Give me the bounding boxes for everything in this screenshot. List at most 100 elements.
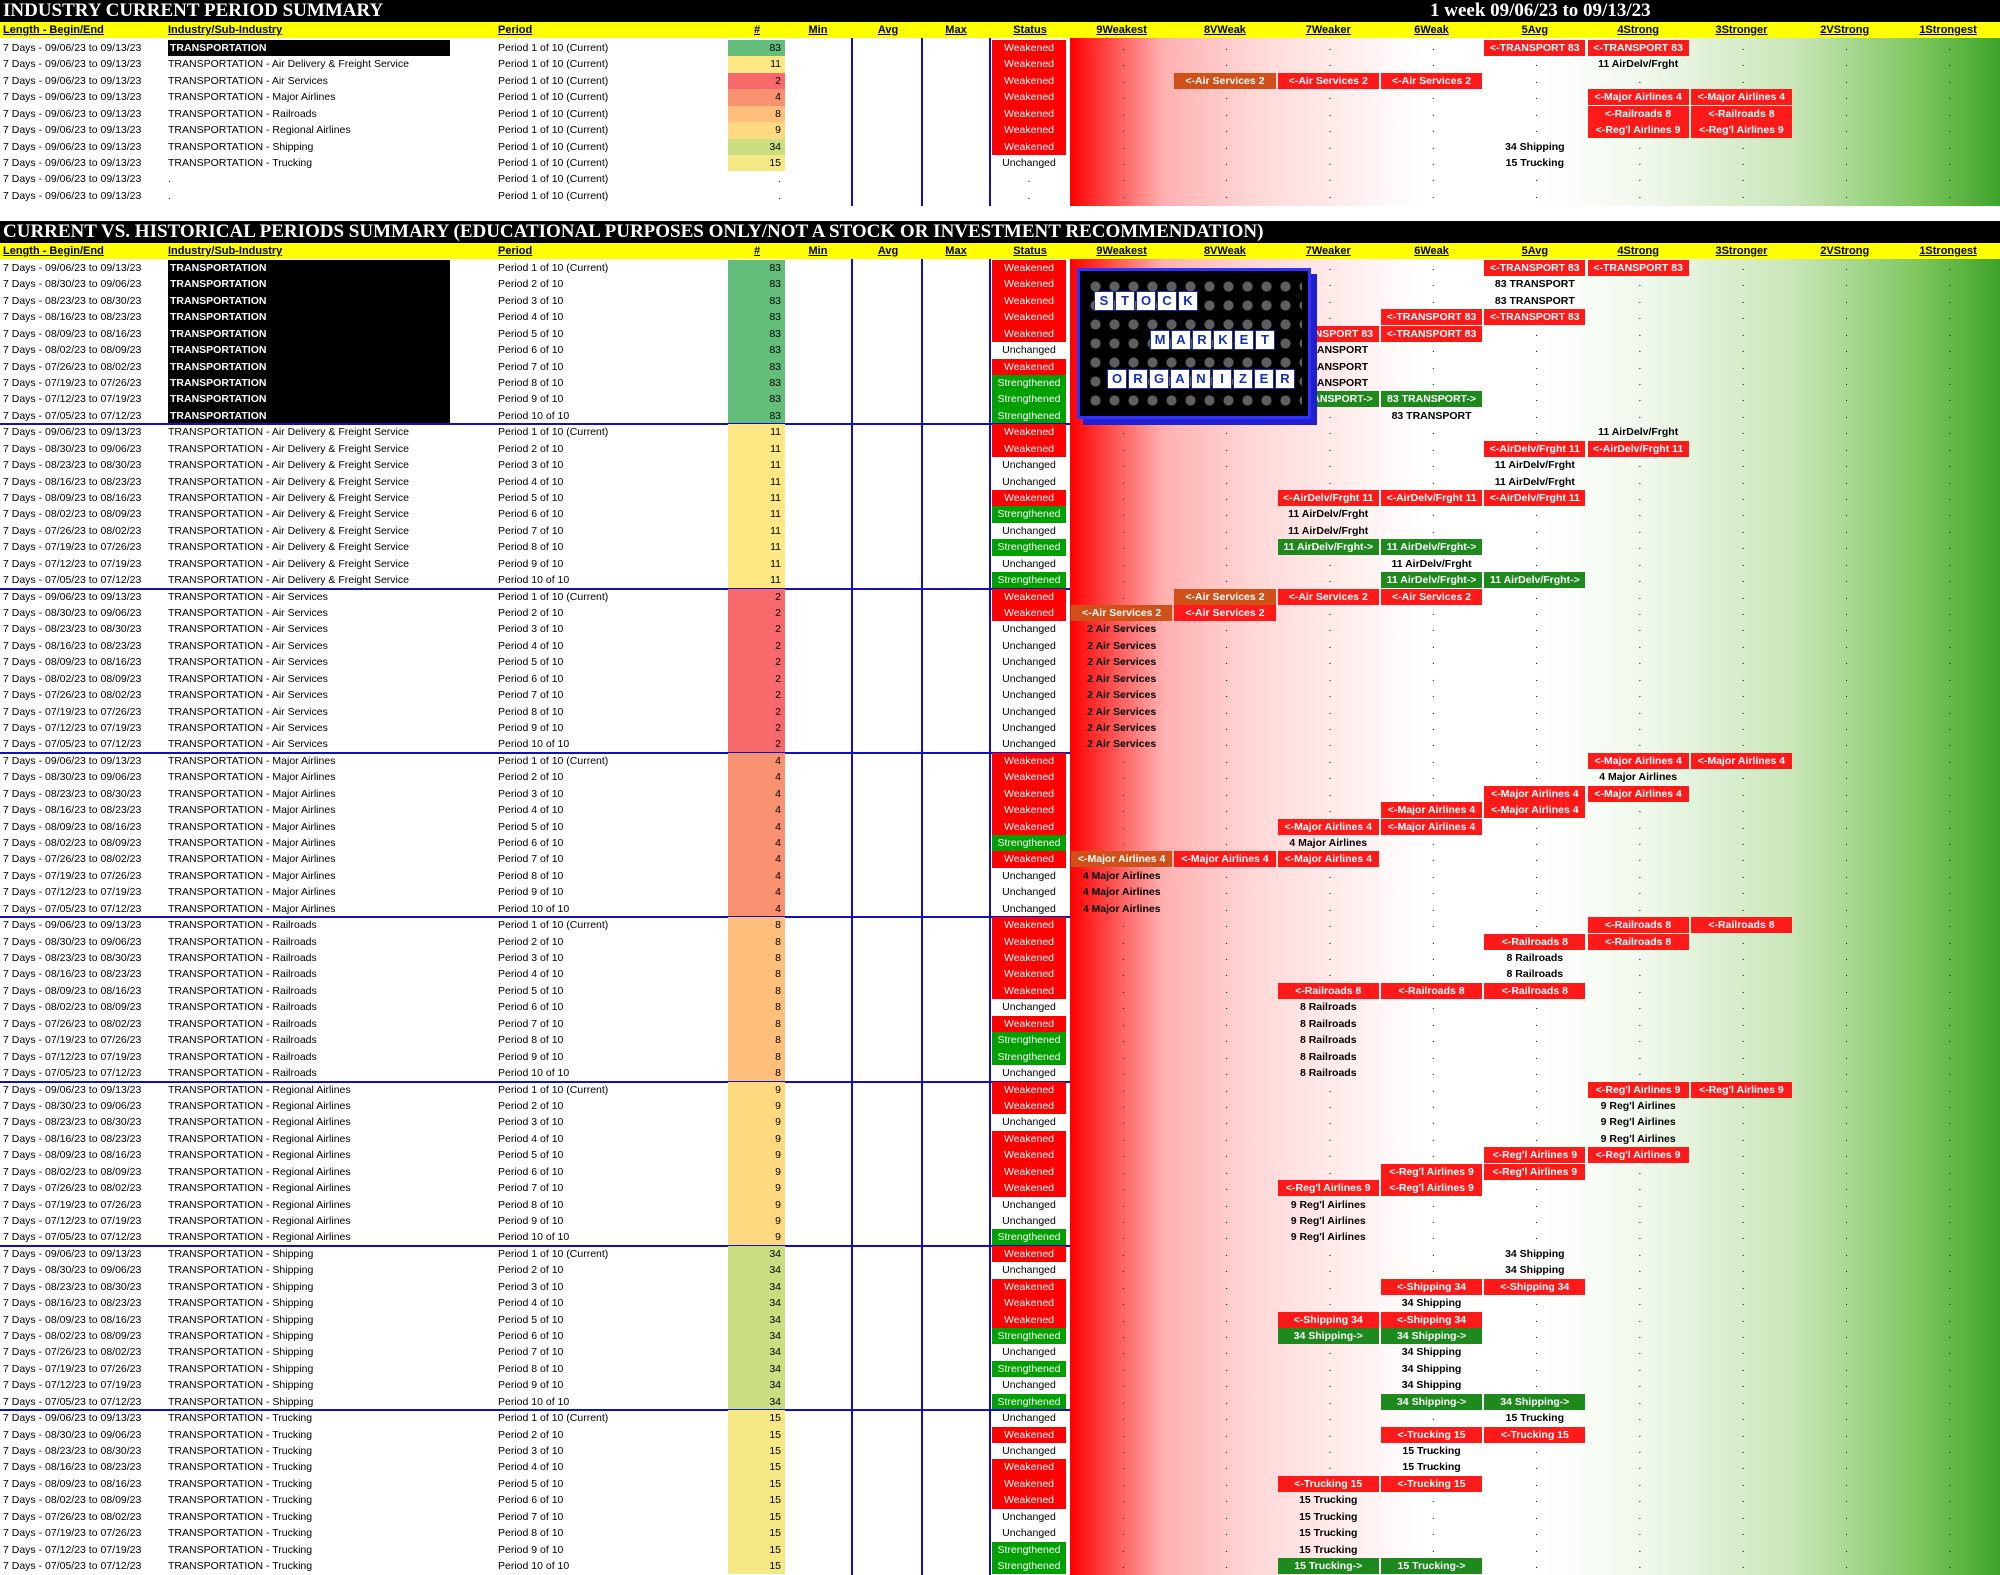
zone-dot: .: [1328, 1494, 1332, 1506]
zone-dot: .: [1741, 672, 1745, 684]
zone-dot: .: [1948, 1559, 1952, 1571]
zone-dot: .: [1225, 1182, 1229, 1194]
zone-dot: .: [1431, 771, 1435, 783]
zone-dot: .: [1638, 377, 1642, 388]
length-begin-end: 7 Days - 09/06/23 to 09/13/23: [3, 140, 142, 153]
zone-dot: .: [1741, 1461, 1745, 1473]
zone-dot: .: [1225, 1379, 1229, 1391]
length-begin-end: 7 Days - 08/30/23 to 09/06/23: [3, 442, 142, 455]
industry-name: TRANSPORTATION - Major Airlines: [168, 853, 336, 866]
period: Period 3 of 10: [498, 294, 564, 307]
zone-dot: .: [1638, 1132, 1642, 1144]
status-badge: Weakened: [992, 818, 1066, 836]
zone-dot: .: [1741, 935, 1745, 947]
length-begin-end: 7 Days - 08/09/23 to 08/16/23: [3, 820, 142, 833]
zone-dot: .: [1328, 1264, 1332, 1276]
zone-dot: .: [1535, 278, 1538, 290]
zone-dot: .: [1535, 771, 1538, 783]
zone-dot: .: [1948, 869, 1952, 881]
count-cell: 9: [728, 1212, 785, 1230]
length-begin-end: 7 Days - 07/12/23 to 07/19/23: [3, 1543, 142, 1556]
zone-dot: .: [1122, 1313, 1125, 1325]
zone-dot: .: [1845, 968, 1848, 980]
count-cell: 4: [728, 851, 785, 868]
period: Period 8 of 10: [498, 1362, 564, 1375]
industry-name: TRANSPORTATION - Air Services: [168, 74, 328, 87]
zone-dot: .: [1845, 672, 1848, 684]
zone-dot: .: [1122, 952, 1125, 964]
zone-dot: .: [1845, 541, 1848, 553]
zone-dot: .: [1845, 327, 1848, 339]
zone-dot: .: [1431, 124, 1435, 136]
table-row: 7 Days - 08/09/23 to 08/16/23 TRANSPORTAT…: [0, 325, 2000, 343]
length-begin-end: 7 Days - 08/30/23 to 09/06/23: [3, 607, 142, 620]
zone-dot: .: [1535, 377, 1538, 388]
zone-dot: .: [1328, 722, 1332, 734]
zone-dot: .: [1328, 1428, 1332, 1440]
zone-dot: .: [1431, 508, 1435, 520]
zone-dot: .: [1741, 1198, 1745, 1210]
zone-dot: .: [1431, 689, 1435, 701]
industry-name: TRANSPORTATION - Air Delivery & Freight …: [168, 475, 409, 488]
zone-dot: .: [1948, 837, 1952, 849]
group-divider: [0, 916, 1070, 919]
zone-label: <-Major Airlines 4: [1587, 89, 1689, 106]
zone-dot: .: [1845, 952, 1848, 964]
period: Period 8 of 10: [498, 705, 564, 718]
zone-dot: .: [1535, 1050, 1538, 1062]
zone-dot: .: [1741, 902, 1745, 914]
zone-label: 34 Shipping: [1401, 1362, 1462, 1375]
zone-dot: .: [1845, 804, 1848, 816]
zone-dot: .: [1741, 1264, 1745, 1276]
zone-dot: .: [1535, 107, 1538, 119]
status-badge: Unchanged: [1002, 738, 1056, 751]
length-begin-end: 7 Days - 07/26/23 to 08/02/23: [3, 1017, 142, 1030]
zone-dot: .: [1845, 173, 1848, 185]
zone-dot: .: [1845, 1329, 1848, 1341]
zone-dot: .: [1845, 107, 1848, 119]
industry-name: TRANSPORTATION - Trucking: [168, 1494, 313, 1507]
table-row: 7 Days - 07/26/23 to 08/02/23 TRANSPORTAT…: [0, 687, 2000, 704]
zone-dot: .: [1535, 541, 1538, 553]
length-begin-end: 7 Days - 09/06/23 to 09/13/23: [3, 426, 142, 439]
zone-dot: .: [1225, 1165, 1229, 1177]
zone-dot: .: [1431, 1461, 1435, 1473]
period: Period 3 of 10: [498, 787, 564, 800]
zone-dot: .: [1122, 1034, 1125, 1046]
count-cell: 2: [728, 670, 785, 688]
header-min: Min: [808, 24, 828, 36]
length-begin-end: 7 Days - 07/19/23 to 07/26/23: [3, 1198, 142, 1211]
zone-dot: .: [1122, 639, 1125, 651]
column-divider: [921, 38, 923, 206]
table-row: 7 Days - 09/06/23 to 09/13/23 TRANSPORTAT…: [0, 1410, 2000, 1427]
length-begin-end: 7 Days - 09/06/23 to 09/13/23: [3, 107, 142, 120]
count-cell: 2: [728, 637, 785, 655]
count-cell: 34: [728, 1262, 785, 1279]
zone-dot: .: [1122, 771, 1125, 783]
status-badge: Weakened: [992, 933, 1066, 951]
zone-dot: .: [1225, 1067, 1229, 1079]
zone-label: 15 Trucking: [1402, 1461, 1461, 1474]
header-zone-1strongest: 1Strongest: [1919, 245, 1977, 257]
zone-dot: .: [1122, 74, 1125, 86]
status-badge: Weakened: [992, 1459, 1066, 1476]
status-badge: Unchanged: [1002, 1067, 1056, 1080]
length-begin-end: 7 Days - 08/23/23 to 08/30/23: [3, 952, 142, 965]
status-badge: Weakened: [992, 1492, 1066, 1509]
length-begin-end: 7 Days - 08/16/23 to 08/23/23: [3, 968, 142, 981]
industry-name: TRANSPORTATION: [168, 325, 450, 343]
zone-dot: .: [1845, 935, 1848, 947]
zone-dot: .: [1431, 1149, 1435, 1161]
zone-dot: .: [1225, 426, 1229, 438]
period: Period 1 of 10 (Current): [498, 157, 609, 169]
zone-dot: .: [1638, 344, 1642, 356]
zone-dot: .: [1845, 1149, 1848, 1161]
industry-name: TRANSPORTATION - Air Delivery & Freight …: [168, 442, 409, 455]
industry-name: TRANSPORTATION - Major Airlines: [168, 754, 336, 767]
zone-dot: .: [1328, 1362, 1332, 1374]
status-badge: Strengthened: [992, 572, 1066, 589]
zone-dot: .: [1638, 574, 1642, 586]
length-begin-end: 7 Days - 08/09/23 to 08/16/23: [3, 327, 142, 340]
status-badge: Unchanged: [1002, 1444, 1056, 1457]
zone-dot: .: [1225, 107, 1229, 119]
